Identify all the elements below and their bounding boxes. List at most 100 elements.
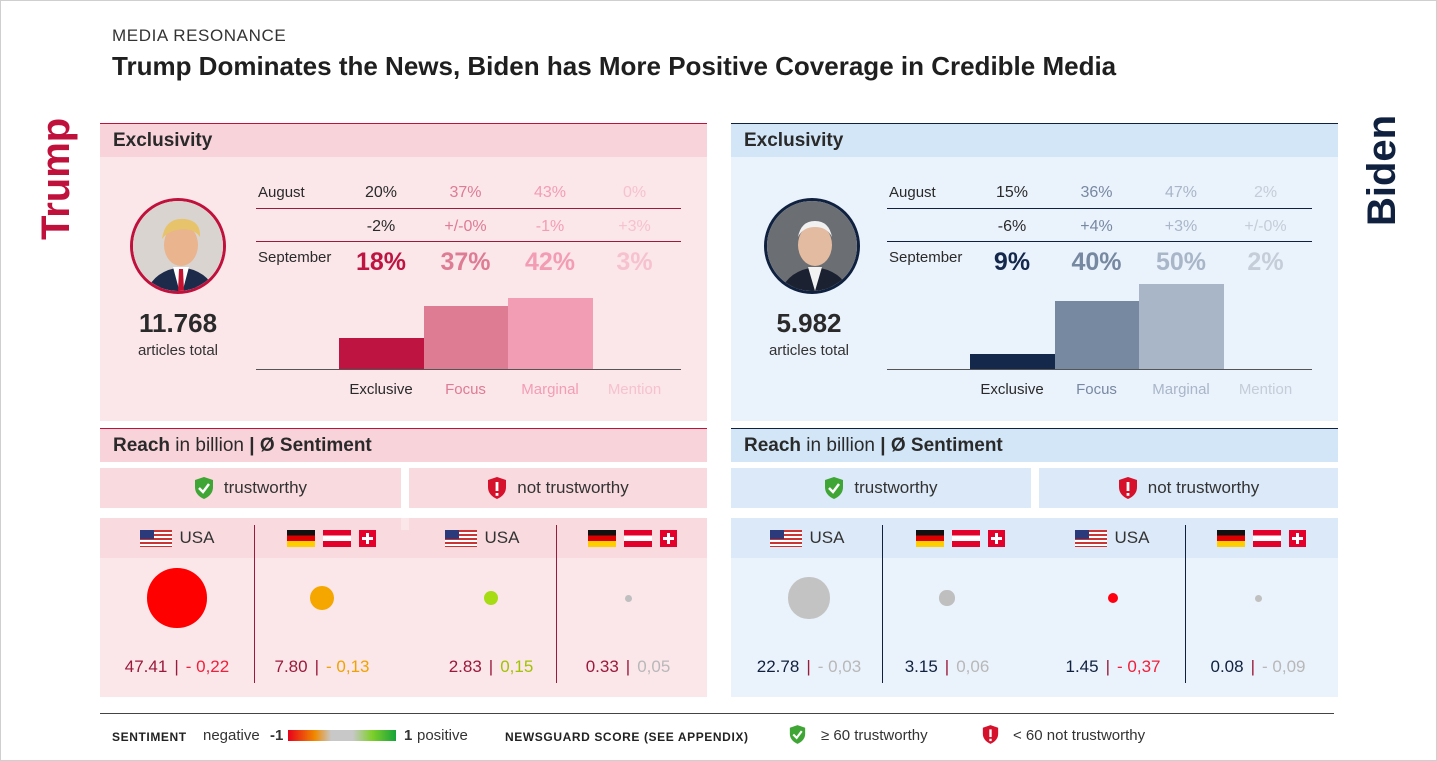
sentiment-value: 0,15	[500, 657, 534, 676]
reach-bubble	[624, 594, 632, 602]
september-value: 50%	[1155, 248, 1207, 276]
trump-trustworthy-header: trustworthy	[100, 468, 401, 508]
sentiment-value: - 0,22	[185, 657, 230, 676]
biden-avatar	[764, 198, 860, 294]
flag-usa-icon	[139, 529, 172, 547]
reach-value-label: 0.08 | - 0,09	[1183, 657, 1333, 677]
reach-bubble	[147, 568, 207, 628]
flag-usa-icon	[444, 529, 477, 547]
sentiment-value: - 0,13	[326, 657, 370, 676]
flag-switzerland-icon	[987, 529, 1005, 547]
change-value: +4%	[1080, 218, 1113, 235]
flag-switzerland-icon	[659, 529, 677, 547]
value-separator: |	[1105, 657, 1111, 676]
september-value: 2%	[1247, 248, 1284, 276]
reach-bubble	[483, 590, 499, 606]
trump-col-usa-nontrust: USA	[407, 518, 557, 558]
august-value: 15%	[995, 184, 1029, 201]
value-separator: |	[944, 657, 950, 676]
reach-value: 0.08	[1210, 657, 1244, 676]
biden-col-usa-trust: USA	[731, 518, 883, 558]
bar-exclusive	[970, 353, 1055, 369]
bar-focus	[1054, 301, 1139, 369]
kicker: MEDIA RESONANCE	[112, 26, 287, 45]
biden-not-trustworthy-label: not trustworthy	[1147, 478, 1260, 497]
value-separator: |	[314, 657, 320, 676]
value-separator: |	[1250, 657, 1256, 676]
trump-trustworthy-label: trustworthy	[223, 478, 308, 497]
august-value: 20%	[364, 184, 398, 201]
reach-value: 22.78	[756, 657, 800, 676]
september-value: 40%	[1071, 248, 1122, 276]
trump-chart-baseline	[256, 369, 681, 370]
reach-value: 3.15	[904, 657, 938, 676]
value-separator: |	[488, 657, 494, 676]
biden-reach-panel: Reach in billion | Ø Sentiment trustwort…	[731, 428, 1338, 697]
legend-pos-value: 1	[404, 727, 413, 744]
reach-value-label: 22.78 | - 0,03	[734, 657, 884, 677]
reach-value-label: 3.15 | 0,06	[872, 657, 1022, 677]
reach-bubble	[939, 590, 955, 606]
category-label: Marginal	[521, 381, 579, 398]
biden-exclusivity-header: Exclusivity	[731, 123, 1338, 157]
value-separator: |	[625, 657, 631, 676]
reach-value-label: 2.83 | 0,15	[416, 657, 566, 677]
september-value: 3%	[616, 248, 653, 276]
legend-not-trust-label: < 60 not trustworthy	[1013, 727, 1146, 744]
sentiment-value: 0,06	[956, 657, 990, 676]
flag-switzerland-icon	[358, 529, 376, 547]
sentiment-gradient-bar	[288, 730, 396, 741]
shield-exclamation-icon	[982, 725, 999, 744]
august-value: 36%	[1080, 184, 1113, 201]
reach-value-label: 0.33 | 0,05	[553, 657, 703, 677]
trump-exclusivity-header: Exclusivity	[100, 123, 707, 157]
flag-germany-icon	[1217, 529, 1245, 547]
legend-neg-value: -1	[270, 727, 284, 744]
sentiment-value: 0,05	[637, 657, 671, 676]
reach-value-label: 7.80 | - 0,13	[247, 657, 397, 677]
category-label: Focus	[445, 381, 486, 398]
category-label: Mention	[1238, 381, 1293, 398]
biden-col-dach-trust	[883, 518, 1037, 558]
biden-side-label: Biden	[1360, 114, 1404, 226]
change-value: -6%	[997, 218, 1027, 235]
september-value: 42%	[524, 248, 576, 276]
flag-austria-icon	[623, 529, 652, 547]
biden-trustworthy-label: trustworthy	[854, 478, 938, 497]
legend-newsguard-key: NEWSGUARD SCORE (SEE APPENDIX)	[505, 730, 749, 744]
september-value: 37%	[440, 248, 491, 276]
sentiment-value: - 0,09	[1262, 657, 1306, 676]
trump-col-dach-trust	[254, 518, 408, 558]
sentiment-value: - 0,37	[1117, 657, 1161, 676]
biden-exclusivity-title: Exclusivity	[744, 130, 844, 151]
flag-usa-icon	[1074, 529, 1107, 547]
change-value: +3%	[1164, 218, 1198, 235]
trump-not-trustworthy-label: not trustworthy	[517, 478, 629, 497]
category-label: Marginal	[1152, 381, 1210, 398]
reach-value: 1.45	[1065, 657, 1099, 676]
value-separator: |	[174, 657, 179, 676]
sentiment-value: - 0,03	[817, 657, 862, 676]
trump-table-rule-top	[256, 208, 681, 209]
flag-switzerland-icon	[1289, 529, 1306, 547]
flag-austria-icon	[1253, 529, 1281, 547]
trump-col-usa-trust: USA	[100, 518, 254, 558]
legend-rule	[100, 713, 1334, 714]
bar-marginal	[508, 297, 593, 369]
trump-reach-header: Reach in billion | Ø Sentiment	[100, 428, 707, 462]
shield-exclamation-icon	[1118, 477, 1137, 499]
reach-value: 0.33	[585, 657, 619, 676]
trump-avatar	[130, 198, 226, 294]
reach-value: 2.83	[448, 657, 482, 676]
biden-august-label: August	[889, 184, 936, 201]
trump-table-rule-bottom	[256, 241, 681, 242]
flag-austria-icon	[322, 529, 351, 547]
reach-value: 7.80	[274, 657, 308, 676]
trump-august-label: August	[258, 184, 305, 201]
trump-september-label: September	[258, 249, 332, 266]
trump-divider-2	[556, 525, 557, 683]
biden-september-label: September	[889, 249, 963, 266]
trump-reach-title: Reach in billion | Ø Sentiment	[113, 435, 372, 456]
trump-col-dach-nontrust	[557, 518, 707, 558]
flag-austria-icon	[951, 529, 980, 547]
